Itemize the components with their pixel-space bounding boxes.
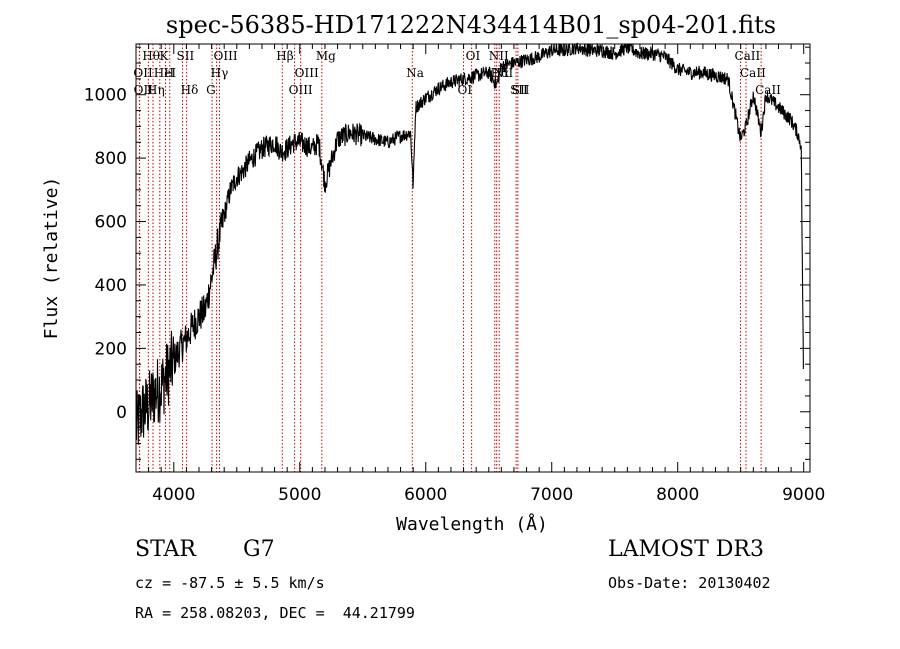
line-marker-label: NII (489, 49, 509, 63)
object-class: STAR (135, 537, 196, 562)
y-tick-label: 600 (95, 213, 127, 233)
x-tick-label: 9000 (782, 485, 825, 505)
y-axis-ticks: 0 200 400 600 800 1000 (84, 46, 810, 460)
line-marker-label-group: HθOIIOIIKHeIHηSIIHHδOIIIHγGHβOIIIOIIIMgN… (133, 49, 781, 97)
y-axis-label: Flux (relative) (41, 177, 62, 340)
line-marker-label: OI (458, 83, 473, 97)
y-tick-label: 0 (116, 403, 127, 423)
observation-date: Obs-Date: 20130402 (608, 574, 771, 592)
line-marker-label: SII (512, 83, 530, 97)
x-tick-label: 4000 (152, 485, 195, 505)
line-marker-label: Hδ (181, 83, 199, 97)
line-marker-label: OII (134, 83, 154, 97)
x-tick-label: 7000 (530, 485, 573, 505)
line-marker-label: SII (176, 49, 194, 63)
line-marker-label: Na (406, 66, 424, 80)
spectral-subclass: G7 (243, 537, 275, 562)
line-marker-label: Hθ (142, 49, 160, 63)
x-axis-ticks: 4000 5000 6000 7000 8000 9000 (135, 44, 825, 505)
plot-frame (135, 43, 811, 473)
spectrum-line (135, 42, 804, 445)
line-marker-label: CaII (734, 49, 760, 63)
redshift-velocity: cz = -87.5 ± 5.5 km/s (135, 574, 325, 592)
line-marker-label: G (206, 83, 216, 97)
line-marker-label: OIII (214, 49, 238, 63)
line-marker-label: OII (133, 66, 153, 80)
x-tick-label: 8000 (656, 485, 699, 505)
chart-title: spec-56385-HD171222N434414B01_sp04-201.f… (166, 11, 776, 39)
x-tick-label: 6000 (404, 485, 447, 505)
line-marker-label: OIII (295, 66, 319, 80)
y-tick-label: 800 (95, 149, 127, 169)
line-marker-label: CaII (740, 66, 766, 80)
line-marker-label: OIII (289, 83, 313, 97)
line-marker-label: OI (466, 49, 481, 63)
survey-name: LAMOST DR3 (608, 537, 764, 562)
line-marker-label: K (159, 49, 169, 63)
line-marker-label: Hβ (276, 49, 293, 63)
line-marker-group (138, 44, 762, 472)
x-tick-label: 5000 (278, 485, 321, 505)
line-marker-label: Hγ (211, 66, 229, 80)
line-marker-label: HeI (154, 66, 177, 80)
line-marker-label: Hη (147, 83, 165, 97)
line-marker-label: CaII (755, 83, 781, 97)
y-tick-label: 200 (95, 339, 127, 359)
coordinates: RA = 258.08203, DEC = 44.21799 (135, 604, 415, 622)
y-tick-label: 1000 (84, 86, 127, 106)
y-tick-label: 400 (95, 276, 127, 296)
line-marker-label: SII (510, 83, 528, 97)
line-marker-label: Mg (316, 49, 336, 63)
line-marker-label: H (164, 66, 174, 80)
x-axis-label: Wavelength (Å) (396, 513, 548, 535)
